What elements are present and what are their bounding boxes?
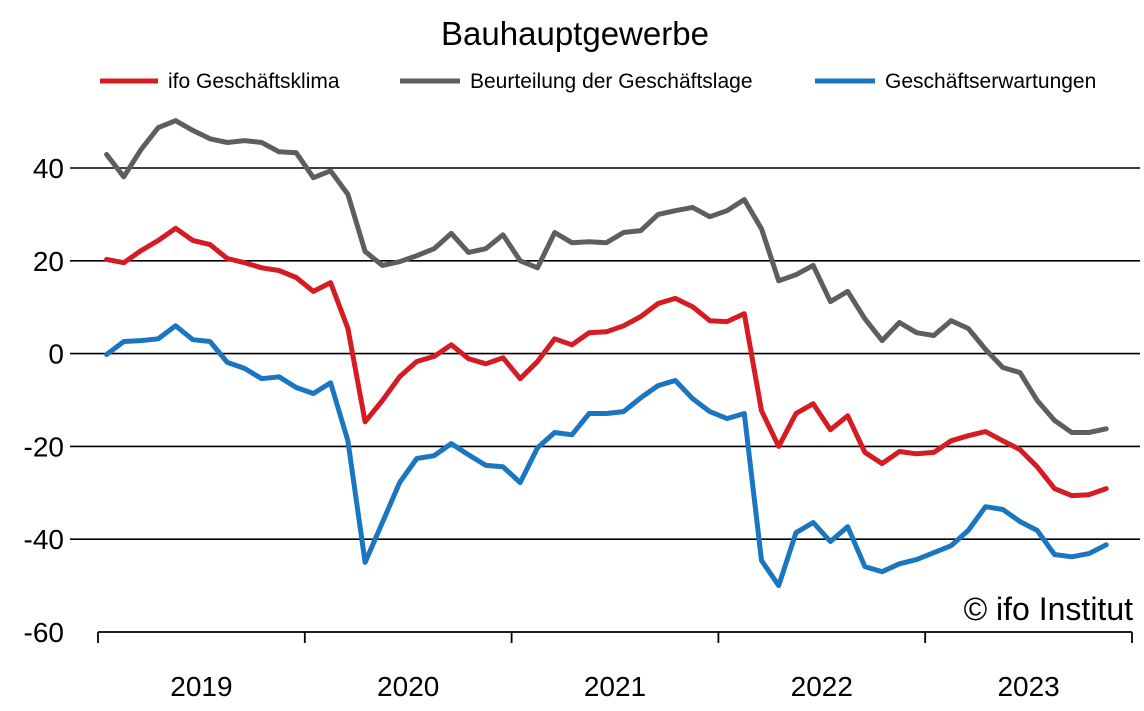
y-axis-tick-labels: 40 20 0 -20 -40 -60 bbox=[24, 153, 64, 648]
x-tick-label-2022: 2022 bbox=[791, 671, 853, 702]
x-tick-label-2019: 2019 bbox=[170, 671, 232, 702]
chart-title: Bauhauptgewerbe bbox=[441, 15, 709, 52]
series-line-ifo-geschaeftsklima bbox=[104, 225, 1109, 499]
x-tick-label-2020: 2020 bbox=[377, 671, 439, 702]
series-line-beurteilung-der-geschaeftslage bbox=[104, 118, 1109, 435]
legend-label-beurteilung-der-geschaeftslage: Beurteilung der Geschäftslage bbox=[470, 70, 753, 93]
y-tick-label--20: -20 bbox=[24, 431, 64, 462]
series-lines bbox=[104, 118, 1109, 589]
gridlines bbox=[70, 167, 1140, 541]
legend-item-beurteilung-der-geschaeftslage: Beurteilung der Geschäftslage bbox=[400, 70, 753, 93]
y-tick-label--40: -40 bbox=[24, 524, 64, 555]
legend-label-ifo-geschaeftsklima: ifo Geschäftsklima bbox=[168, 70, 340, 93]
x-tick-label-2023: 2023 bbox=[997, 671, 1059, 702]
legend-label-geschaeftserwartungen: Geschäftserwartungen bbox=[885, 70, 1096, 93]
y-tick-label-0: 0 bbox=[48, 339, 64, 370]
copyright-credit: © ifo Institut bbox=[964, 591, 1134, 627]
series-line-geschaeftserwartungen bbox=[104, 323, 1109, 589]
x-tick-label-2021: 2021 bbox=[584, 671, 646, 702]
y-tick-label-40: 40 bbox=[33, 153, 64, 184]
legend: ifo Geschäftsklima Beurteilung der Gesch… bbox=[100, 70, 1096, 93]
legend-item-ifo-geschaeftsklima: ifo Geschäftsklima bbox=[100, 70, 340, 93]
y-tick-label-20: 20 bbox=[33, 246, 64, 277]
legend-item-geschaeftserwartungen: Geschäftserwartungen bbox=[815, 70, 1096, 93]
x-axis: 2019 2020 2021 2022 2023 bbox=[97, 631, 1133, 702]
y-tick-label--60: -60 bbox=[24, 617, 64, 648]
